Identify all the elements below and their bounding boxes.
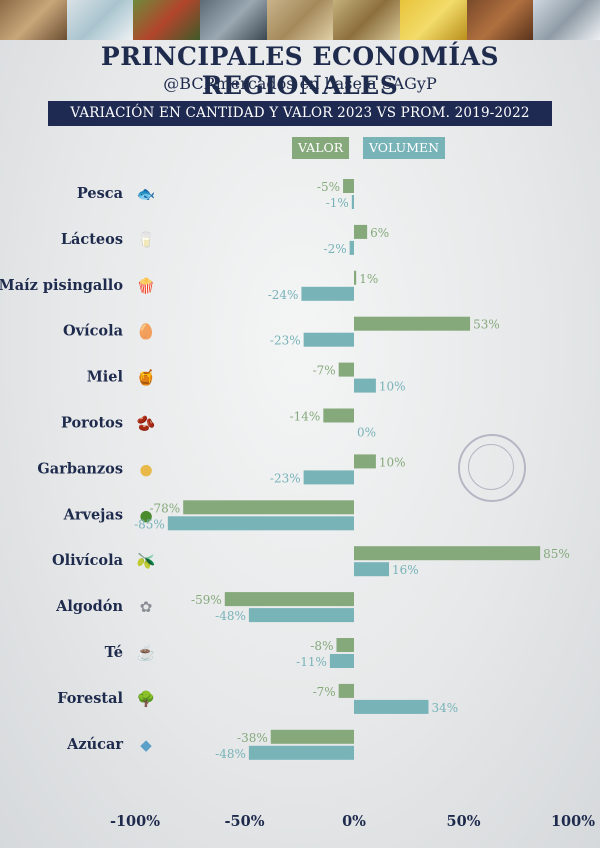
bar-valor <box>183 500 354 515</box>
category-label: Té <box>105 644 123 661</box>
bar-volumen <box>167 516 354 531</box>
value-label-valor: 53% <box>473 318 500 332</box>
popcorn-icon: 🍿 <box>137 277 156 295</box>
bar-valor <box>270 729 354 744</box>
x-tick-label: 50% <box>447 813 481 830</box>
x-tick-label: -100% <box>110 813 160 830</box>
value-label-volumen: -48% <box>215 747 246 761</box>
bar-valor <box>224 592 354 607</box>
value-label-volumen: -2% <box>324 242 347 256</box>
value-label-volumen: 0% <box>357 426 376 440</box>
value-label-volumen: -48% <box>215 609 246 623</box>
value-label-volumen: -24% <box>268 288 299 302</box>
value-label-volumen: 16% <box>392 563 419 577</box>
bar-volumen <box>351 195 354 209</box>
value-label-valor: 85% <box>543 547 570 561</box>
peas-icon: ● <box>139 506 152 524</box>
value-label-valor: -38% <box>237 731 268 745</box>
legend-volumen: VOLUMEN <box>363 137 446 159</box>
bar-valor <box>354 224 368 239</box>
value-label-volumen: -85% <box>134 517 165 531</box>
tree-icon: 🌳 <box>137 689 156 708</box>
value-label-volumen: 10% <box>379 380 406 394</box>
category-label: Miel <box>87 369 124 386</box>
value-label-valor: -59% <box>191 593 222 607</box>
category-label: Ovícola <box>63 323 124 340</box>
bar-valor <box>323 408 354 423</box>
bolsa-seal-watermark <box>458 434 526 502</box>
bar-volumen <box>329 654 354 668</box>
category-label: Olivícola <box>52 552 124 569</box>
cotton-icon: ✿ <box>140 598 153 616</box>
value-label-volumen: -11% <box>296 655 327 669</box>
bar-valor <box>338 683 354 698</box>
bar-valor <box>343 179 354 193</box>
bar-volumen <box>301 286 354 301</box>
x-tick-label: 100% <box>551 813 595 830</box>
category-label: Pesca <box>77 185 124 202</box>
category-label: Forestal <box>57 690 123 707</box>
category-label: Garbanzos <box>37 460 123 477</box>
x-tick-label: -50% <box>225 813 265 830</box>
legend-valor: VALOR <box>292 137 350 159</box>
bar-volumen <box>354 378 376 393</box>
bar-volumen <box>303 332 354 347</box>
value-label-volumen: 34% <box>431 701 458 715</box>
category-label: Azúcar <box>66 736 123 753</box>
bar-volumen <box>354 562 390 577</box>
honey-jar-icon: 🍯 <box>137 369 156 387</box>
dairy-icon: 🥛 <box>137 231 156 249</box>
value-label-volumen: -23% <box>270 471 301 485</box>
value-label-volumen: -23% <box>270 334 301 348</box>
value-label-valor: 1% <box>359 272 378 286</box>
egg-icon: 🥚 <box>137 323 156 341</box>
chart-subtitle: @BCRmercados en base a SAGyP <box>163 74 437 93</box>
bar-valor <box>354 270 357 285</box>
beans-icon: 🫘 <box>137 414 156 433</box>
bar-valor <box>338 362 354 377</box>
bar-volumen <box>248 608 354 623</box>
value-label-valor: -7% <box>313 685 336 699</box>
value-label-valor: -14% <box>290 410 321 424</box>
category-label: Porotos <box>61 415 123 432</box>
chart-title: PRINCIPALES ECONOMÍAS REGIONALES <box>100 42 500 100</box>
value-label-valor: 10% <box>379 455 406 469</box>
tea-icon: ☕ <box>137 643 156 662</box>
category-label: Maíz pisingallo <box>0 277 123 294</box>
x-tick-label: 0% <box>342 813 366 830</box>
chickpeas-icon: ● <box>139 460 152 478</box>
olive-icon: 🫒 <box>137 551 156 570</box>
category-label: Lácteos <box>61 231 123 248</box>
bar-valor <box>354 454 376 469</box>
header-photo-strip <box>0 0 600 40</box>
bar-volumen <box>303 470 354 485</box>
bar-valor <box>354 546 541 561</box>
value-label-valor: -78% <box>149 501 180 515</box>
bar-volumen <box>248 745 354 760</box>
value-label-volumen: -1% <box>326 196 349 210</box>
category-label: Arvejas <box>63 506 123 523</box>
fish-icon: 🐟 <box>137 185 156 203</box>
bar-volumen <box>354 699 429 714</box>
sugar-cubes-icon: ◆ <box>140 736 152 754</box>
bar-valor <box>354 316 471 331</box>
bar-volumen <box>349 240 354 255</box>
chart-banner: VARIACIÓN EN CANTIDAD Y VALOR 2023 VS PR… <box>48 101 552 126</box>
bar-valor <box>336 638 354 652</box>
value-label-valor: -5% <box>317 180 340 194</box>
category-label: Algodón <box>55 598 123 615</box>
value-label-valor: 6% <box>370 226 389 240</box>
value-label-valor: -8% <box>310 639 333 653</box>
value-label-valor: -7% <box>313 364 336 378</box>
